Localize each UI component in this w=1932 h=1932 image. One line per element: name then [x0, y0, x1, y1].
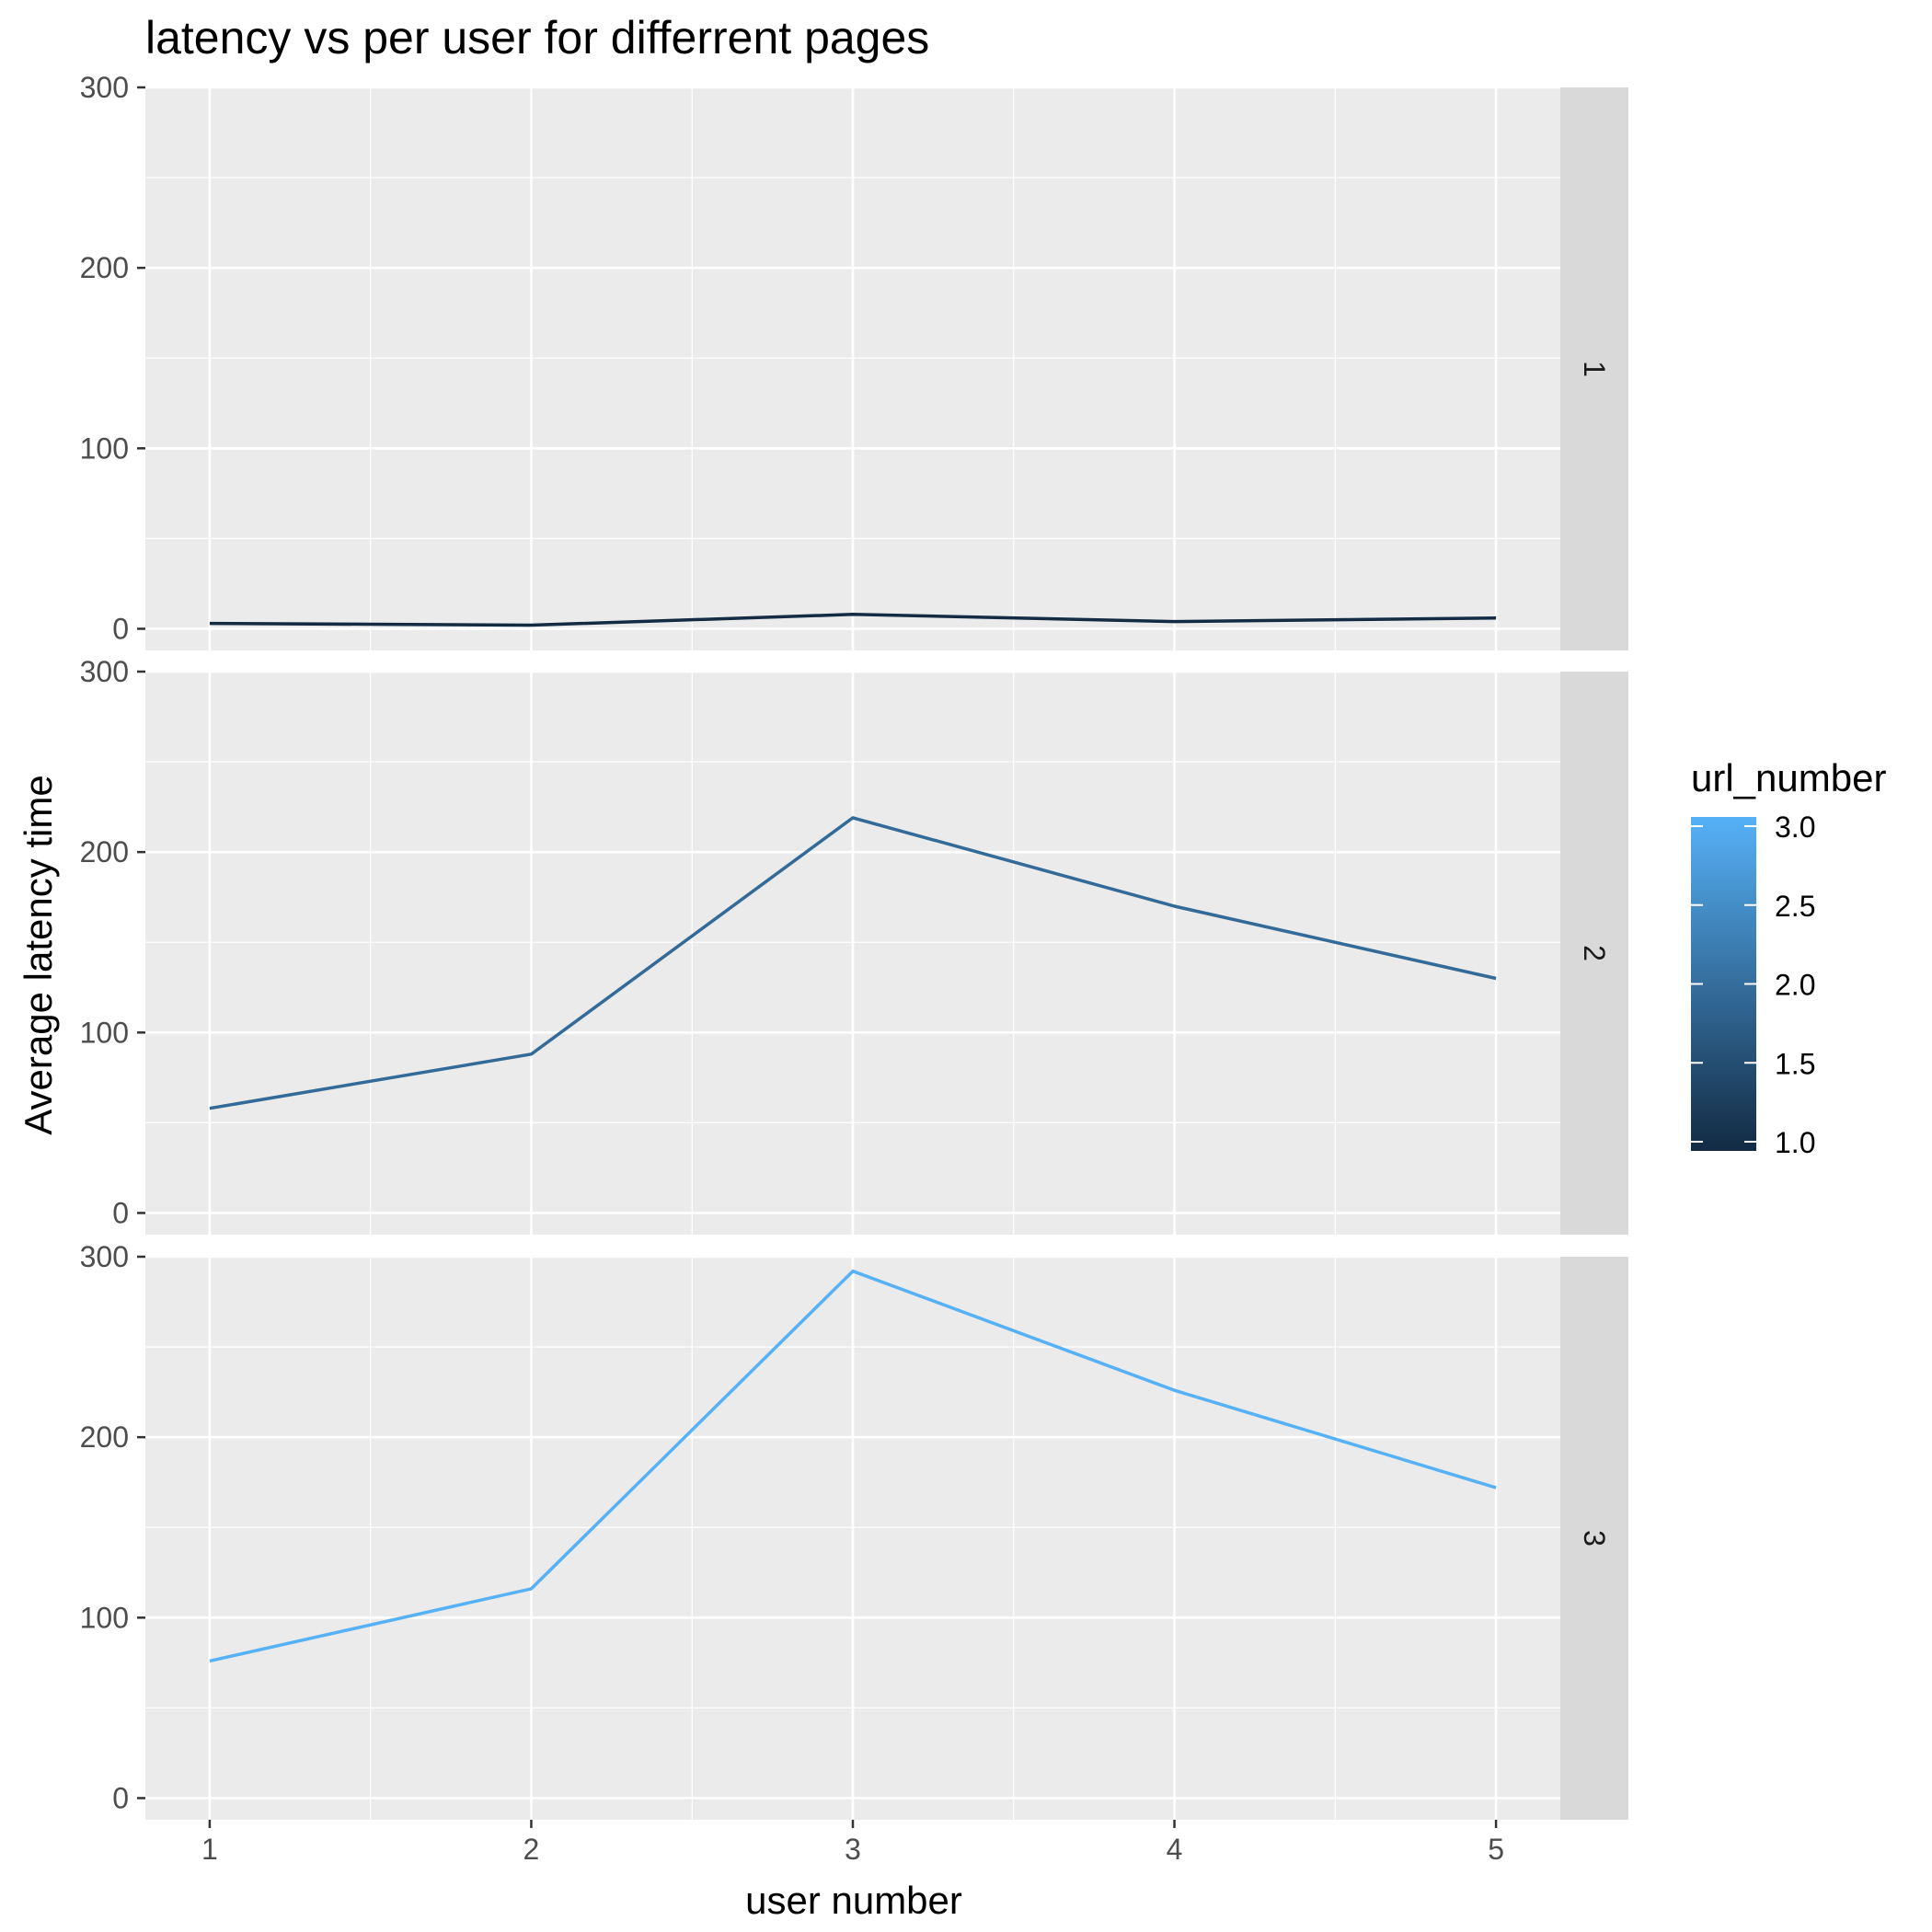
- facet-panel-3: 0 100 200 300 3: [80, 1240, 1628, 1820]
- x-tick-label: 2: [523, 1833, 540, 1866]
- y-axis-label: Average latency time: [17, 775, 60, 1134]
- y-tick-label: 100: [80, 1601, 129, 1634]
- y-tick-label: 300: [80, 655, 129, 688]
- chart-title: latency vs per user for differrent pages: [145, 12, 929, 63]
- legend-title: url_number: [1691, 756, 1886, 799]
- facet-strip-label: 2: [1578, 945, 1611, 961]
- y-tick-label: 100: [80, 1016, 129, 1049]
- y-tick-label: 100: [80, 431, 129, 465]
- x-tick-label: 4: [1167, 1833, 1183, 1866]
- legend-tick-label: 1.5: [1775, 1047, 1815, 1080]
- legend-tick-label: 2.0: [1775, 969, 1815, 1002]
- facet-panel-1: 0 100 200 300 1: [80, 71, 1628, 650]
- facet-strip: [1560, 1257, 1628, 1820]
- y-tick-label: 200: [80, 835, 129, 868]
- x-axis: 1 2 3 4 5: [201, 1820, 1504, 1866]
- facet-strip-label: 3: [1578, 1530, 1611, 1547]
- color-legend: url_number 1.0 1.5 2.0 2.5 3.0: [1691, 756, 1886, 1159]
- y-tick-label: 300: [80, 1240, 129, 1273]
- series-line-url-2: [209, 816, 1497, 1110]
- y-tick-label: 200: [80, 251, 129, 284]
- facet-strip: [1560, 672, 1628, 1235]
- y-tick-label: 0: [112, 612, 129, 645]
- x-tick-label: 1: [201, 1833, 218, 1866]
- series-line-url-3: [209, 1269, 1497, 1663]
- y-tick-label: 200: [80, 1420, 129, 1454]
- facet-strip: [1560, 87, 1628, 650]
- facet-panels: 0 100 200 300 1 0 100 200 300 2 0 100 200 300 3 1 2 3 4 5: [80, 71, 1628, 1866]
- x-tick-label: 5: [1488, 1833, 1504, 1866]
- series-line-url-1: [209, 613, 1497, 627]
- x-axis-label: user number: [745, 1879, 962, 1922]
- facet-strip-label: 1: [1578, 361, 1611, 377]
- legend-tick-label: 3.0: [1775, 811, 1815, 844]
- facet-panel-2: 0 100 200 300 2: [80, 655, 1628, 1235]
- x-tick-label: 3: [845, 1833, 861, 1866]
- legend-tick-label: 1.0: [1775, 1126, 1815, 1159]
- y-tick-label: 300: [80, 71, 129, 104]
- legend-tick-label: 2.5: [1775, 890, 1815, 923]
- y-tick-label: 0: [112, 1781, 129, 1814]
- y-tick-label: 0: [112, 1196, 129, 1229]
